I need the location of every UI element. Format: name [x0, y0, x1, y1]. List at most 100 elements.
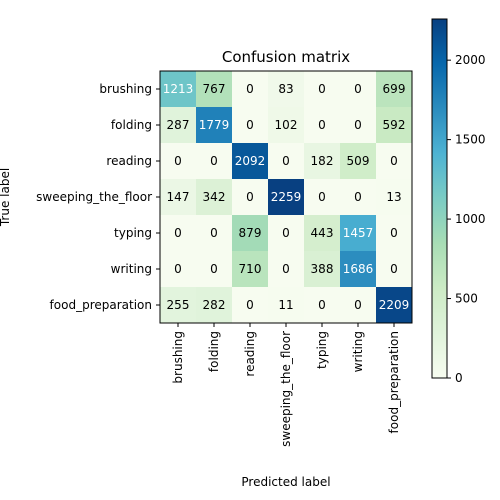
colorbar-tick-label: 0 [455, 371, 463, 385]
matrix-cell [340, 179, 376, 215]
cell-value-label: 0 [318, 82, 326, 96]
cell-value-label: 1686 [343, 262, 374, 276]
chart-title: Confusion matrix [222, 48, 350, 66]
cell-value-label: 0 [246, 82, 254, 96]
cell-value-label: 102 [275, 118, 298, 132]
x-tick-label: typing [315, 331, 329, 369]
cell-value-label: 592 [383, 118, 406, 132]
cell-value-label: 388 [311, 262, 334, 276]
matrix-cell [232, 287, 268, 323]
matrix-cell [196, 251, 232, 287]
cell-value-label: 0 [282, 154, 290, 168]
x-tick-label: writing [351, 331, 365, 372]
matrix-cell [160, 107, 196, 143]
x-axis-label: Predicted label [241, 475, 330, 489]
matrix-cell [268, 71, 304, 107]
cell-value-label: 1457 [343, 226, 374, 240]
colorbar-ticks: 0 500 1000 1500 2000 [447, 53, 486, 385]
matrix-cell [196, 143, 232, 179]
cell-value-label: 699 [383, 82, 406, 96]
cell-value-label: 767 [203, 82, 226, 96]
cell-value-label: 0 [246, 190, 254, 204]
matrix-cell [304, 251, 340, 287]
cell-value-label: 342 [203, 190, 226, 204]
cell-value-label: 0 [390, 262, 398, 276]
x-tick-label: food_preparation [387, 331, 401, 433]
cell-value-label: 0 [210, 262, 218, 276]
y-tick-label: writing [111, 262, 152, 276]
matrix-cell [268, 215, 304, 251]
matrix-cell [232, 71, 268, 107]
matrix-cell [196, 71, 232, 107]
y-ticks: brushing folding reading sweeping_the_floor… [36, 82, 160, 312]
matrix-cell [376, 143, 412, 179]
cell-value-label: 1779 [199, 118, 230, 132]
x-tick-label: sweeping_the_floor [279, 331, 293, 447]
colorbar [431, 18, 448, 379]
cell-value-label: 0 [354, 82, 362, 96]
matrix-cell [376, 287, 412, 323]
y-tick-label: brushing [99, 82, 152, 96]
matrix-cell [268, 287, 304, 323]
cell-value-label: 2209 [379, 298, 410, 312]
matrix-cell [232, 107, 268, 143]
cell-value-label: 0 [246, 118, 254, 132]
matrix-cell [232, 251, 268, 287]
matrix-cell [340, 71, 376, 107]
cell-value-label: 11 [278, 298, 293, 312]
cell-value-label: 255 [167, 298, 190, 312]
matrix-cell [160, 179, 196, 215]
y-tick-label: food_preparation [50, 298, 152, 312]
matrix-cell [340, 251, 376, 287]
matrix-cell [340, 287, 376, 323]
cell-value-label: 0 [354, 190, 362, 204]
cell-value-label: 0 [246, 298, 254, 312]
matrix-cell [376, 215, 412, 251]
cell-value-label: 0 [390, 154, 398, 168]
colorbar-tick-label: 500 [455, 292, 478, 306]
matrix-cell [196, 107, 232, 143]
matrix-cell [304, 71, 340, 107]
matrix-cell [376, 107, 412, 143]
cell-value-label: 0 [318, 298, 326, 312]
matrix-cell [160, 215, 196, 251]
cell-value-label: 0 [354, 298, 362, 312]
cell-value-label: 2092 [235, 154, 266, 168]
matrix-cell [196, 287, 232, 323]
cell-value-label: 710 [239, 262, 262, 276]
cell-value-label: 0 [174, 262, 182, 276]
matrix-cell [160, 143, 196, 179]
cell-value-label: 0 [210, 154, 218, 168]
cell-value-label: 2259 [271, 190, 302, 204]
cell-value-label: 0 [174, 154, 182, 168]
y-tick-label: sweeping_the_floor [36, 190, 152, 204]
cell-value-label: 0 [318, 190, 326, 204]
matrix-cell [304, 179, 340, 215]
matrix-cell [304, 107, 340, 143]
cell-value-label: 0 [174, 226, 182, 240]
x-ticks: brushing folding reading sweeping_the_floor… [171, 323, 401, 447]
colorbar-tick-label: 1500 [455, 133, 486, 147]
y-tick-label: typing [114, 226, 152, 240]
matrix-cell [376, 251, 412, 287]
matrix-cell [160, 287, 196, 323]
cell-value-label: 879 [239, 226, 262, 240]
y-tick-label: reading [106, 154, 152, 168]
cell-value-label: 13 [386, 190, 401, 204]
colorbar-tick-label: 1000 [455, 212, 486, 226]
x-tick-label: folding [207, 331, 221, 372]
matrix-cell [268, 107, 304, 143]
matrix-cell [268, 251, 304, 287]
matrix-cell [340, 107, 376, 143]
matrix-cell [160, 251, 196, 287]
cell-value-label: 443 [311, 226, 334, 240]
matrix-cell [376, 71, 412, 107]
matrix-cell [304, 287, 340, 323]
cell-value-label: 1213 [163, 82, 194, 96]
matrix-cell [304, 143, 340, 179]
matrix-cell [196, 215, 232, 251]
matrix-cells: 1213 767 0 83 0 0 699 287 1779 0 102 0 0 592 0 0 2092 0 18… [160, 71, 412, 323]
cell-value-label: 0 [354, 118, 362, 132]
matrix-cell [268, 143, 304, 179]
